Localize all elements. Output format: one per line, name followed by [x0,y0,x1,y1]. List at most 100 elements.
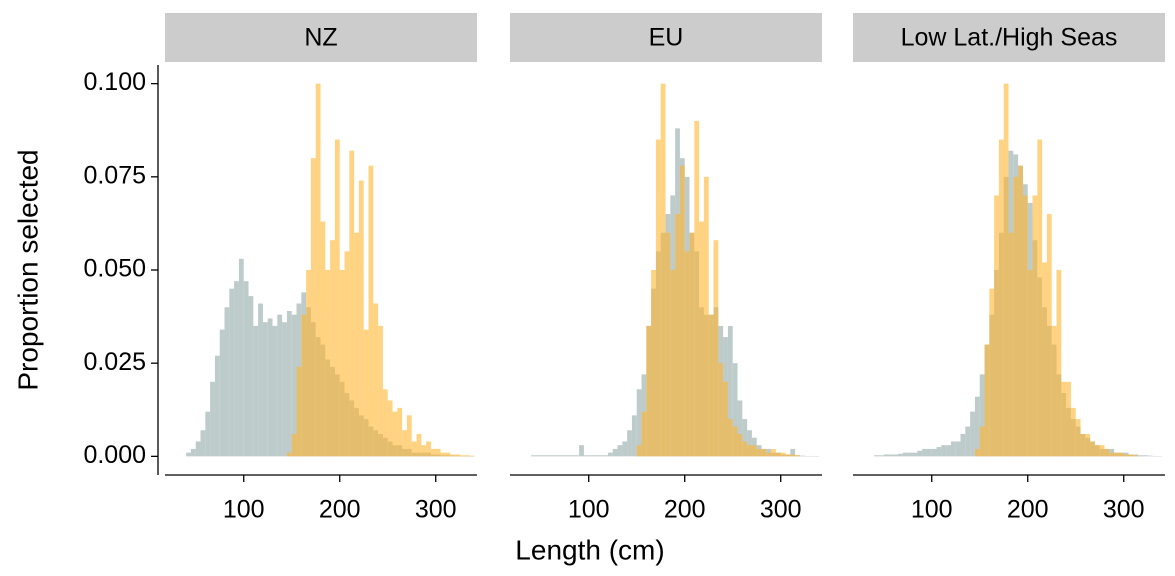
histogram-bar [955,441,961,457]
histogram-bar [1123,454,1129,457]
histogram-bar [373,303,379,457]
histogram-bar [912,452,918,457]
histogram-bar [588,455,594,457]
x-tick-label: 300 [415,496,457,524]
histogram-bar [936,447,942,457]
histogram-bar [922,448,927,457]
histogram-bar [979,426,985,457]
histogram-bar [946,445,951,457]
histogram-bar [555,455,560,457]
histogram-bar [454,454,460,457]
histogram-bar [1118,452,1124,457]
histogram-bar [190,448,196,457]
histogram-bar [970,411,975,457]
histogram-bar [898,453,903,457]
histogram-bar [795,455,800,457]
histogram-bar [723,381,728,457]
histogram-bar [535,455,541,457]
histogram-bar [1099,445,1105,457]
histogram-bar [272,325,278,457]
x-tick-label: 100 [911,496,953,524]
histogram-bar [1138,455,1143,457]
histogram-bar [1037,139,1043,457]
histogram-bar [742,419,748,457]
histogram-bar [224,307,230,457]
histogram-bar [291,434,297,457]
histogram-bar [445,452,451,457]
histogram-bar [727,419,733,457]
histogram-bar [545,455,551,457]
histogram-bar [315,83,321,457]
histogram-bar [756,448,762,457]
histogram-bar [1032,195,1038,457]
histogram-bar [262,322,268,457]
histogram-bar [790,448,796,457]
y-tick-label: 0.050 [83,255,146,283]
histogram-bar [1051,325,1057,457]
x-axis-label: Length (cm) [515,534,664,565]
histogram-bar [229,288,235,457]
facet-strip [853,13,1165,62]
histogram-bar [718,363,724,457]
histogram-bar [325,270,331,457]
histogram-bar [790,454,796,457]
histogram-bar [1090,441,1095,457]
histogram-bar [1128,454,1134,457]
histogram-bar [965,426,971,457]
histogram-bar [450,454,455,457]
histogram-bar [397,407,403,457]
histogram-bar [780,452,786,457]
histogram-bar [878,455,884,457]
histogram-bar [579,445,584,457]
histogram-bar [785,454,791,457]
histogram-bar [296,366,302,457]
histogram-bar [907,452,913,457]
histogram-bar [799,455,805,457]
histogram-bar [301,314,307,457]
histogram-bar [636,445,642,457]
histogram-bar [349,150,355,457]
x-tick-label: 100 [568,496,610,524]
histogram-bar [253,325,259,457]
x-tick-label: 300 [760,496,802,524]
histogram-bar [1066,381,1071,457]
histogram-bar [1027,270,1033,457]
histogram-bar [612,448,618,457]
histogram-bar [1109,452,1115,457]
histogram-bar [406,415,412,457]
histogram-bar [402,430,407,457]
histogram-bar [737,434,743,457]
histogram-bar [699,221,704,457]
histogram-bar [1022,195,1028,457]
y-tick-label: 0.000 [83,441,146,469]
histogram-bar [646,325,652,457]
histogram-bar [378,325,383,457]
facet-title: Low Lat./High Seas [901,24,1118,52]
histogram-bar [689,232,695,457]
histogram-bar [286,311,292,457]
histogram-bar [1075,419,1081,457]
histogram-bar [339,270,345,457]
histogram-bar [926,448,932,457]
histogram-bar [603,455,608,457]
histogram-bar [974,396,980,457]
histogram-bar [761,448,767,457]
histogram-bar [1094,445,1100,457]
histogram-bar [310,158,316,457]
facet-title: NZ [304,24,337,52]
histogram-bar [917,450,923,457]
histogram-bar [464,455,470,457]
histogram-bar [334,139,340,457]
histogram-bar [732,363,738,457]
histogram-bar [363,329,369,457]
histogram-bar [320,221,326,457]
histogram-bar [902,452,908,457]
histogram-bar [430,448,436,457]
histogram-bar [893,454,899,457]
histogram-bar [766,452,772,457]
histogram-bar [994,195,999,457]
histogram-bar [435,448,441,457]
histogram-bar [713,240,719,457]
histogram-bar [960,434,966,457]
histogram-bar [344,251,350,457]
